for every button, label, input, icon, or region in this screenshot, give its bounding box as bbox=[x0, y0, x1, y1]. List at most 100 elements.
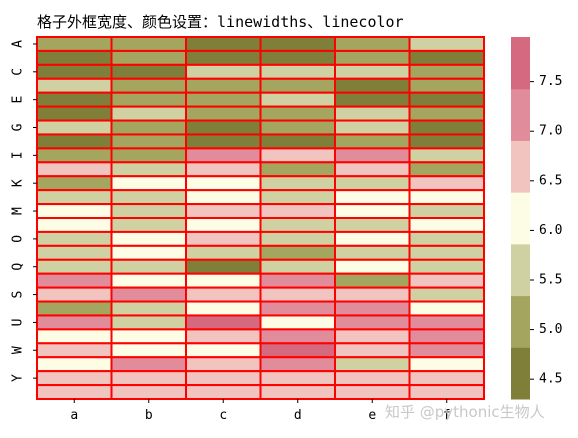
colorbar-tick-label: 7.5 bbox=[539, 74, 562, 89]
y-tick-label: A bbox=[11, 40, 26, 48]
heatmap-cell bbox=[334, 258, 411, 275]
x-tick-label: f bbox=[443, 408, 451, 423]
heatmap-cell bbox=[110, 63, 187, 80]
heatmap-cell bbox=[36, 119, 113, 136]
heatmap-cell bbox=[259, 300, 336, 317]
heatmap-cell bbox=[185, 175, 262, 192]
colorbar-tick-label: 7.0 bbox=[539, 124, 562, 139]
heatmap-cell bbox=[110, 258, 187, 275]
colorbar-tick-label: 5.5 bbox=[539, 272, 562, 287]
colorbar-segment bbox=[511, 347, 530, 400]
heatmap-cell bbox=[334, 49, 411, 66]
heatmap-cell bbox=[36, 63, 113, 80]
heatmap-cell bbox=[334, 203, 411, 219]
heatmap-cell bbox=[36, 230, 113, 247]
heatmap-cells bbox=[36, 36, 485, 401]
heatmap-cell bbox=[185, 119, 262, 136]
heatmap-cell bbox=[110, 105, 187, 122]
heatmap-cell bbox=[334, 244, 411, 261]
heatmap-cell bbox=[334, 133, 411, 150]
heatmap-cell bbox=[259, 370, 336, 387]
heatmap-cell bbox=[36, 314, 113, 331]
heatmap-cell bbox=[408, 217, 485, 233]
heatmap-cell bbox=[408, 314, 485, 331]
y-tick-label: U bbox=[11, 319, 26, 327]
heatmap-cell bbox=[185, 258, 262, 275]
colorbar-segment bbox=[511, 192, 530, 245]
heatmap-cell bbox=[259, 36, 336, 52]
heatmap-cell bbox=[408, 161, 485, 178]
colorbar-tick-label: 4.5 bbox=[539, 372, 562, 387]
heatmap-cell bbox=[334, 77, 411, 94]
heatmap-cell bbox=[334, 342, 411, 359]
y-tick-label: S bbox=[11, 291, 26, 299]
heatmap-cell bbox=[408, 133, 485, 150]
heatmap-cell bbox=[408, 203, 485, 219]
heatmap-cell bbox=[36, 300, 113, 317]
heatmap-cell bbox=[259, 77, 336, 94]
heatmap-cell bbox=[36, 147, 113, 164]
heatmap-cell bbox=[408, 342, 485, 359]
heatmap-cell bbox=[408, 328, 485, 345]
colorbar-tick-label: 6.5 bbox=[539, 173, 562, 188]
y-tick-label: O bbox=[11, 235, 26, 243]
x-tick-label: b bbox=[145, 408, 153, 423]
heatmap-cell bbox=[185, 36, 262, 52]
heatmap-cell bbox=[36, 342, 113, 359]
heatmap-cell bbox=[259, 91, 336, 108]
heatmap-cell bbox=[110, 286, 187, 303]
x-axis-ticks: a b c d e f bbox=[70, 399, 451, 423]
heatmap-cell bbox=[36, 384, 113, 401]
heatmap-cell bbox=[185, 133, 262, 150]
heatmap-cell bbox=[36, 258, 113, 275]
heatmap-cell bbox=[259, 328, 336, 345]
heatmap-cell bbox=[185, 63, 262, 80]
heatmap-cell bbox=[408, 300, 485, 317]
heatmap-cell bbox=[259, 203, 336, 219]
heatmap-cell bbox=[185, 300, 262, 317]
heatmap-cell bbox=[334, 370, 411, 387]
heatmap-cell bbox=[334, 384, 411, 401]
chart-title: 格子外框宽度、颜色设置：linewidths、linecolor bbox=[37, 13, 404, 31]
heatmap-cell bbox=[334, 217, 411, 233]
heatmap-cell bbox=[36, 133, 113, 150]
heatmap-cell bbox=[259, 217, 336, 233]
heatmap-cell bbox=[408, 105, 485, 122]
heatmap-cell bbox=[185, 105, 262, 122]
heatmap-cell bbox=[259, 342, 336, 359]
heatmap-cell bbox=[259, 49, 336, 66]
heatmap-cell bbox=[408, 286, 485, 303]
heatmap-cell bbox=[110, 91, 187, 108]
heatmap-cell bbox=[36, 175, 113, 192]
heatmap-cell bbox=[334, 119, 411, 136]
heatmap-cell bbox=[185, 49, 262, 66]
heatmap-cell bbox=[110, 328, 187, 345]
heatmap-cell bbox=[185, 370, 262, 387]
heatmap-cell bbox=[259, 286, 336, 303]
colorbar-tick-label: 6.0 bbox=[539, 223, 562, 238]
heatmap-cell bbox=[110, 244, 187, 261]
heatmap-cell bbox=[334, 286, 411, 303]
heatmap-cell bbox=[408, 175, 485, 192]
heatmap-cell bbox=[36, 244, 113, 261]
heatmap-cell bbox=[259, 175, 336, 192]
heatmap-cell bbox=[36, 105, 113, 122]
heatmap-cell bbox=[408, 189, 485, 206]
colorbar: 4.5 5.0 5.5 6.0 6.5 7.0 7.5 bbox=[511, 37, 562, 400]
heatmap-cell bbox=[36, 356, 113, 373]
heatmap-cell bbox=[408, 356, 485, 373]
heatmap-cell bbox=[110, 300, 187, 317]
heatmap-cell bbox=[259, 272, 336, 289]
heatmap-cell bbox=[36, 286, 113, 303]
heatmap-cell bbox=[36, 217, 113, 233]
heatmap-cell bbox=[259, 314, 336, 331]
heatmap-cell bbox=[110, 370, 187, 387]
heatmap-cell bbox=[259, 258, 336, 275]
y-tick-label: K bbox=[11, 179, 26, 187]
heatmap-cell bbox=[334, 300, 411, 317]
heatmap-cell bbox=[185, 161, 262, 178]
heatmap-cell bbox=[334, 189, 411, 206]
colorbar-segment bbox=[511, 243, 530, 297]
heatmap-cell bbox=[185, 356, 262, 373]
